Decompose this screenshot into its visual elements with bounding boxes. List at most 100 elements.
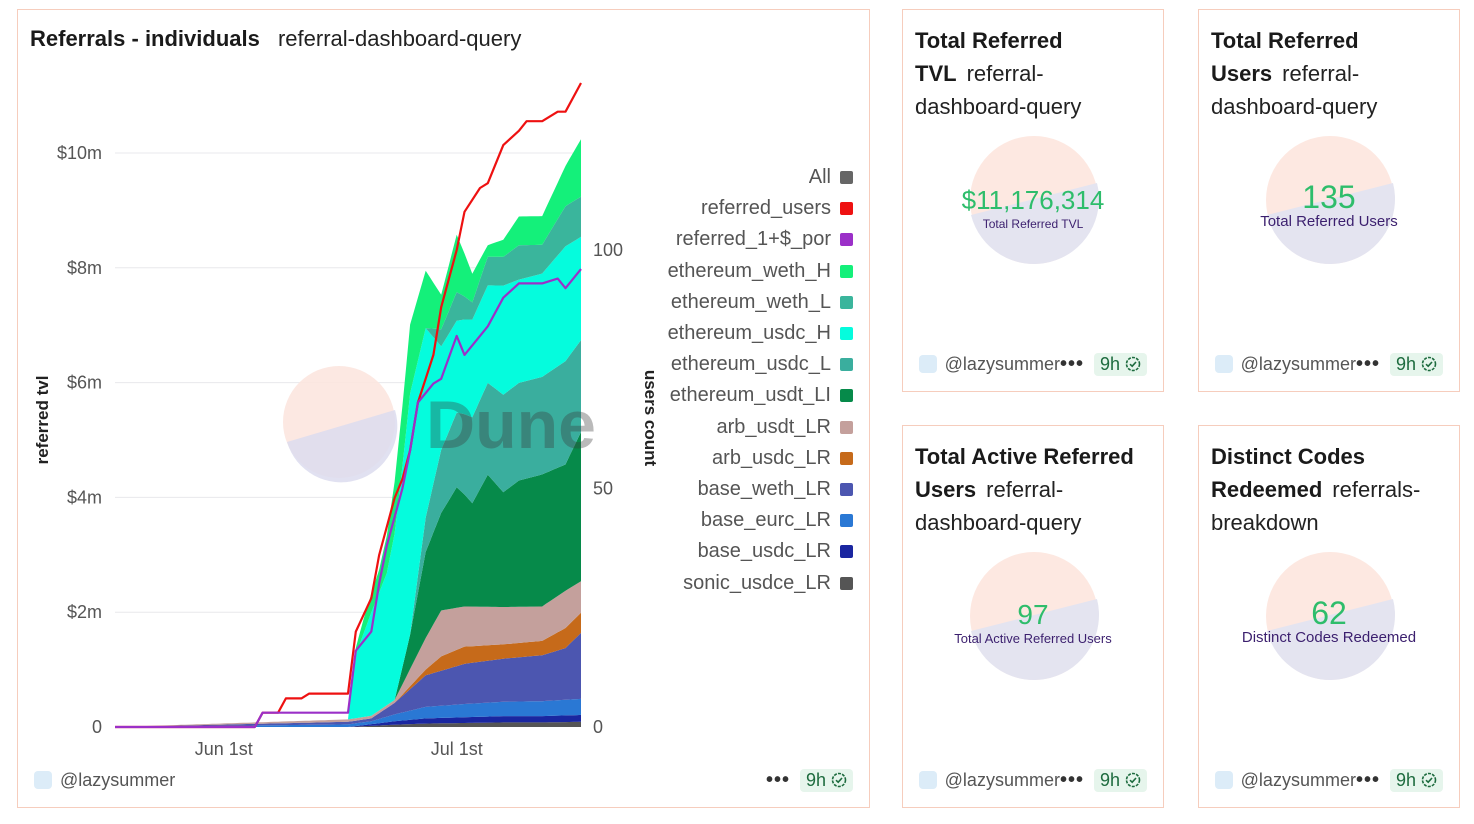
area-series-base-usdc-lr[interactable]	[115, 714, 581, 727]
chart-query-link[interactable]: referral-dashboard-query	[277, 26, 522, 51]
legend-swatch	[840, 514, 853, 528]
referrals-area-chart: Dune 0 $2m $4m $6m $8m $10m 0 50 100 Jun 1st Jul 1…	[33, 82, 660, 759]
y2-tick-label: 100	[593, 240, 623, 260]
legend-item[interactable]: arb_usdt_LR	[668, 412, 853, 443]
counter-title-name: Total Referred TVL	[915, 28, 1063, 86]
freshness-age: 9h	[805, 769, 826, 790]
counter-card-footer: @lazysummer ••• 9h	[1215, 767, 1443, 793]
x-tick-label: Jun 1st	[195, 739, 253, 759]
dune-watermark	[283, 366, 398, 483]
area-series-base-weth-lr[interactable]	[115, 632, 581, 727]
counter-title-name: Distinct Codes Redeemed	[1211, 444, 1366, 502]
counter-title-name: Total Referred Users	[1211, 28, 1359, 86]
counter-value: 135	[1302, 179, 1356, 215]
legend-swatch	[840, 482, 853, 496]
author-link[interactable]: @lazysummer	[1240, 769, 1356, 790]
legend-label: base_weth_LR	[697, 477, 831, 500]
chart-card-footer: @lazysummer ••• 9h	[34, 767, 853, 793]
freshness-age: 9h	[1099, 769, 1120, 790]
y2-tick-label: 0	[593, 717, 603, 737]
author-avatar	[1215, 771, 1233, 789]
more-options-button[interactable]: •••	[1059, 768, 1084, 791]
counter-query-link[interactable]: referral-dashboard-query	[915, 61, 1082, 119]
counter-query-link[interactable]: referral-dashboard-query	[1211, 61, 1378, 119]
chart-title-name: Referrals - individuals	[30, 26, 260, 51]
freshness-age: 9h	[1395, 353, 1416, 374]
freshness-badge[interactable]: 9h	[1093, 768, 1147, 792]
more-options-button[interactable]: •••	[765, 768, 790, 791]
counter-title: Total Active Referred Users referral-dash…	[915, 440, 1151, 539]
author-link[interactable]: @lazysummer	[944, 353, 1060, 374]
y-tick-label: $4m	[67, 487, 102, 507]
freshness-badge[interactable]: 9h	[1093, 352, 1147, 376]
area-series-ethereum-usdc-h[interactable]	[115, 236, 581, 728]
legend-label: ethereum_weth_L	[670, 290, 831, 313]
legend-item[interactable]: referred_users	[668, 193, 853, 224]
counter-disc	[1266, 136, 1395, 264]
area-series-ethereum-weth-l[interactable]	[115, 196, 581, 728]
legend-item[interactable]: arb_usdc_LR	[668, 443, 853, 474]
freshness-badge[interactable]: 9h	[799, 768, 853, 792]
counter-value: 62	[1311, 595, 1347, 631]
line-series-referred-1-portfolio[interactable]	[115, 268, 582, 729]
area-series-base-eurc-lr[interactable]	[115, 698, 581, 727]
legend-item[interactable]: base_usdc_LR	[668, 536, 853, 567]
counter-card-distinct-codes-redeemed: Distinct Codes Redeemed referrals-breakdo…	[1198, 425, 1460, 808]
check-badge-icon	[1421, 772, 1437, 788]
area-series-sonic-usdce-lr[interactable]	[115, 721, 581, 727]
legend-item[interactable]: base_eurc_LR	[668, 505, 853, 536]
legend-label: sonic_usdce_LR	[683, 571, 831, 594]
y-tick-label: $6m	[67, 373, 102, 393]
area-series-arb-usdt-lr[interactable]	[115, 581, 581, 727]
counter-visual: 135 Total Referred Users	[1199, 135, 1459, 270]
counter-query-link[interactable]: referrals-breakdown	[1211, 477, 1421, 535]
y-tick-label: $2m	[67, 602, 102, 622]
legend-item[interactable]: ethereum_weth_L	[668, 287, 853, 318]
legend-item[interactable]: referred_1+$_por	[668, 224, 853, 255]
counter-title: Total Referred TVL referral-dashboard-que…	[915, 24, 1151, 123]
author-link[interactable]: @lazysummer	[1240, 353, 1356, 374]
counter-query-link[interactable]: referral-dashboard-query	[915, 477, 1082, 535]
author-link[interactable]: @lazysummer	[944, 769, 1060, 790]
legend-item[interactable]: All	[668, 162, 853, 193]
author-avatar	[34, 771, 52, 789]
legend-label: referred_1+$_por	[675, 228, 831, 251]
freshness-age: 9h	[1099, 353, 1120, 374]
more-options-button[interactable]: •••	[1059, 352, 1084, 375]
legend-label: referred_users	[700, 197, 831, 220]
legend-label: arb_usdt_LR	[716, 415, 831, 438]
legend-item[interactable]: ethereum_usdt_LI	[668, 380, 853, 411]
more-options-button[interactable]: •••	[1355, 768, 1380, 791]
counter-card-footer: @lazysummer ••• 9h	[919, 767, 1147, 793]
check-badge-icon	[1125, 772, 1141, 788]
legend-label: All	[808, 166, 831, 189]
legend-swatch	[840, 295, 853, 309]
legend-item[interactable]: ethereum_weth_H	[668, 256, 853, 287]
freshness-badge[interactable]: 9h	[1389, 768, 1443, 792]
counter-card-total-active-referred-users: Total Active Referred Users referral-dash…	[902, 425, 1164, 808]
author-link[interactable]: @lazysummer	[60, 769, 176, 790]
more-options-button[interactable]: •••	[1355, 352, 1380, 375]
counter-title: Distinct Codes Redeemed referrals-breakdo…	[1211, 440, 1447, 539]
counter-title: Total Referred Users referral-dashboard-q…	[1211, 24, 1447, 123]
legend-swatch	[840, 171, 853, 185]
counter-visual: 62 Distinct Codes Redeemed	[1199, 551, 1459, 686]
check-badge-icon	[831, 772, 847, 788]
legend-item[interactable]: ethereum_usdc_H	[668, 318, 853, 349]
y2-tick-label: 50	[593, 479, 613, 499]
counter-card-total-referred-users: Total Referred Users referral-dashboard-q…	[1198, 9, 1460, 392]
legend-swatch	[840, 389, 853, 403]
legend-item[interactable]: ethereum_usdc_L	[668, 349, 853, 380]
area-series-ethereum-usdt-li[interactable]	[115, 432, 581, 727]
legend-item[interactable]: sonic_usdce_LR	[668, 567, 853, 598]
legend-label: ethereum_usdc_H	[667, 322, 831, 345]
counter-disc	[1266, 552, 1395, 680]
counter-label: Total Active Referred Users	[954, 631, 1112, 646]
counter-label: Distinct Codes Redeemed	[1241, 629, 1417, 646]
freshness-badge[interactable]: 9h	[1389, 352, 1443, 376]
legend-item[interactable]: base_weth_LR	[668, 474, 853, 505]
legend-swatch	[840, 420, 853, 434]
area-series-ethereum-usdc-l[interactable]	[115, 340, 581, 727]
area-series-ethereum-weth-h[interactable]	[115, 139, 581, 727]
